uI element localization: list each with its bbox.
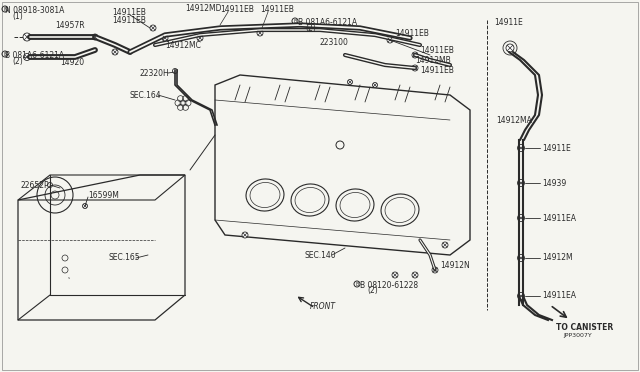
Text: 223100: 223100 bbox=[320, 38, 349, 46]
Circle shape bbox=[392, 272, 398, 278]
Text: (2): (2) bbox=[367, 286, 378, 295]
Text: (2): (2) bbox=[305, 23, 316, 32]
Circle shape bbox=[518, 180, 525, 186]
Circle shape bbox=[112, 49, 118, 55]
Circle shape bbox=[24, 54, 31, 61]
Text: B 081A6-6121A: B 081A6-6121A bbox=[5, 51, 64, 60]
Text: TO CANISTER: TO CANISTER bbox=[556, 324, 613, 333]
Text: 14911E: 14911E bbox=[494, 17, 523, 26]
Text: 14912N: 14912N bbox=[440, 260, 470, 269]
Text: 14911EB: 14911EB bbox=[395, 29, 429, 38]
Circle shape bbox=[412, 52, 418, 58]
Text: 14911EB: 14911EB bbox=[260, 4, 294, 13]
Circle shape bbox=[506, 44, 514, 52]
Text: SEC.165: SEC.165 bbox=[108, 253, 140, 263]
Circle shape bbox=[442, 242, 448, 248]
Text: 14911EB: 14911EB bbox=[112, 16, 146, 25]
Circle shape bbox=[518, 144, 525, 151]
Text: N 08918-3081A: N 08918-3081A bbox=[5, 6, 65, 15]
Text: 14911EB: 14911EB bbox=[420, 65, 454, 74]
Text: 14911E: 14911E bbox=[542, 144, 571, 153]
Text: 14939: 14939 bbox=[542, 179, 566, 187]
Circle shape bbox=[257, 30, 263, 36]
Circle shape bbox=[150, 25, 156, 31]
Circle shape bbox=[372, 83, 378, 87]
Text: B: B bbox=[293, 19, 297, 23]
Circle shape bbox=[518, 215, 525, 221]
Text: 14957R: 14957R bbox=[55, 20, 84, 29]
Text: 22320H: 22320H bbox=[140, 68, 170, 77]
Text: FRONT: FRONT bbox=[310, 302, 336, 311]
Text: 14920: 14920 bbox=[60, 58, 84, 67]
Text: B 08120-61228: B 08120-61228 bbox=[360, 280, 418, 289]
Circle shape bbox=[242, 232, 248, 238]
Text: B 081A6-6121A: B 081A6-6121A bbox=[298, 17, 357, 26]
Circle shape bbox=[23, 33, 31, 41]
Circle shape bbox=[412, 272, 418, 278]
Text: 14911EA: 14911EA bbox=[542, 292, 576, 301]
Circle shape bbox=[83, 203, 88, 208]
Text: (2): (2) bbox=[12, 57, 23, 65]
Text: 14911EB: 14911EB bbox=[112, 7, 146, 16]
Text: 22652P: 22652P bbox=[20, 180, 49, 189]
Text: (1): (1) bbox=[12, 12, 23, 20]
Text: 14912MC: 14912MC bbox=[165, 41, 201, 49]
Text: 14912MA: 14912MA bbox=[496, 115, 532, 125]
Circle shape bbox=[412, 65, 418, 71]
Text: SEC.140: SEC.140 bbox=[305, 250, 337, 260]
Text: s: s bbox=[68, 276, 70, 280]
Text: 16599M: 16599M bbox=[88, 190, 119, 199]
Text: 14911EA: 14911EA bbox=[542, 214, 576, 222]
Text: SEC.164: SEC.164 bbox=[130, 90, 162, 99]
Circle shape bbox=[518, 292, 525, 299]
Circle shape bbox=[432, 267, 438, 273]
Circle shape bbox=[173, 68, 177, 74]
Circle shape bbox=[92, 34, 98, 40]
Text: N: N bbox=[3, 6, 7, 12]
Circle shape bbox=[518, 254, 525, 262]
Text: B: B bbox=[355, 282, 358, 286]
Text: 14912MB: 14912MB bbox=[415, 55, 451, 64]
Text: 14911EB: 14911EB bbox=[420, 45, 454, 55]
Text: JPP3007Y: JPP3007Y bbox=[563, 334, 592, 339]
Circle shape bbox=[387, 37, 393, 43]
Circle shape bbox=[162, 35, 168, 41]
Text: 14911EB: 14911EB bbox=[220, 4, 254, 13]
Circle shape bbox=[348, 80, 353, 84]
Text: 14912MD: 14912MD bbox=[185, 3, 221, 13]
Text: 14912M: 14912M bbox=[542, 253, 573, 263]
Text: B: B bbox=[3, 51, 6, 57]
Circle shape bbox=[197, 35, 203, 41]
